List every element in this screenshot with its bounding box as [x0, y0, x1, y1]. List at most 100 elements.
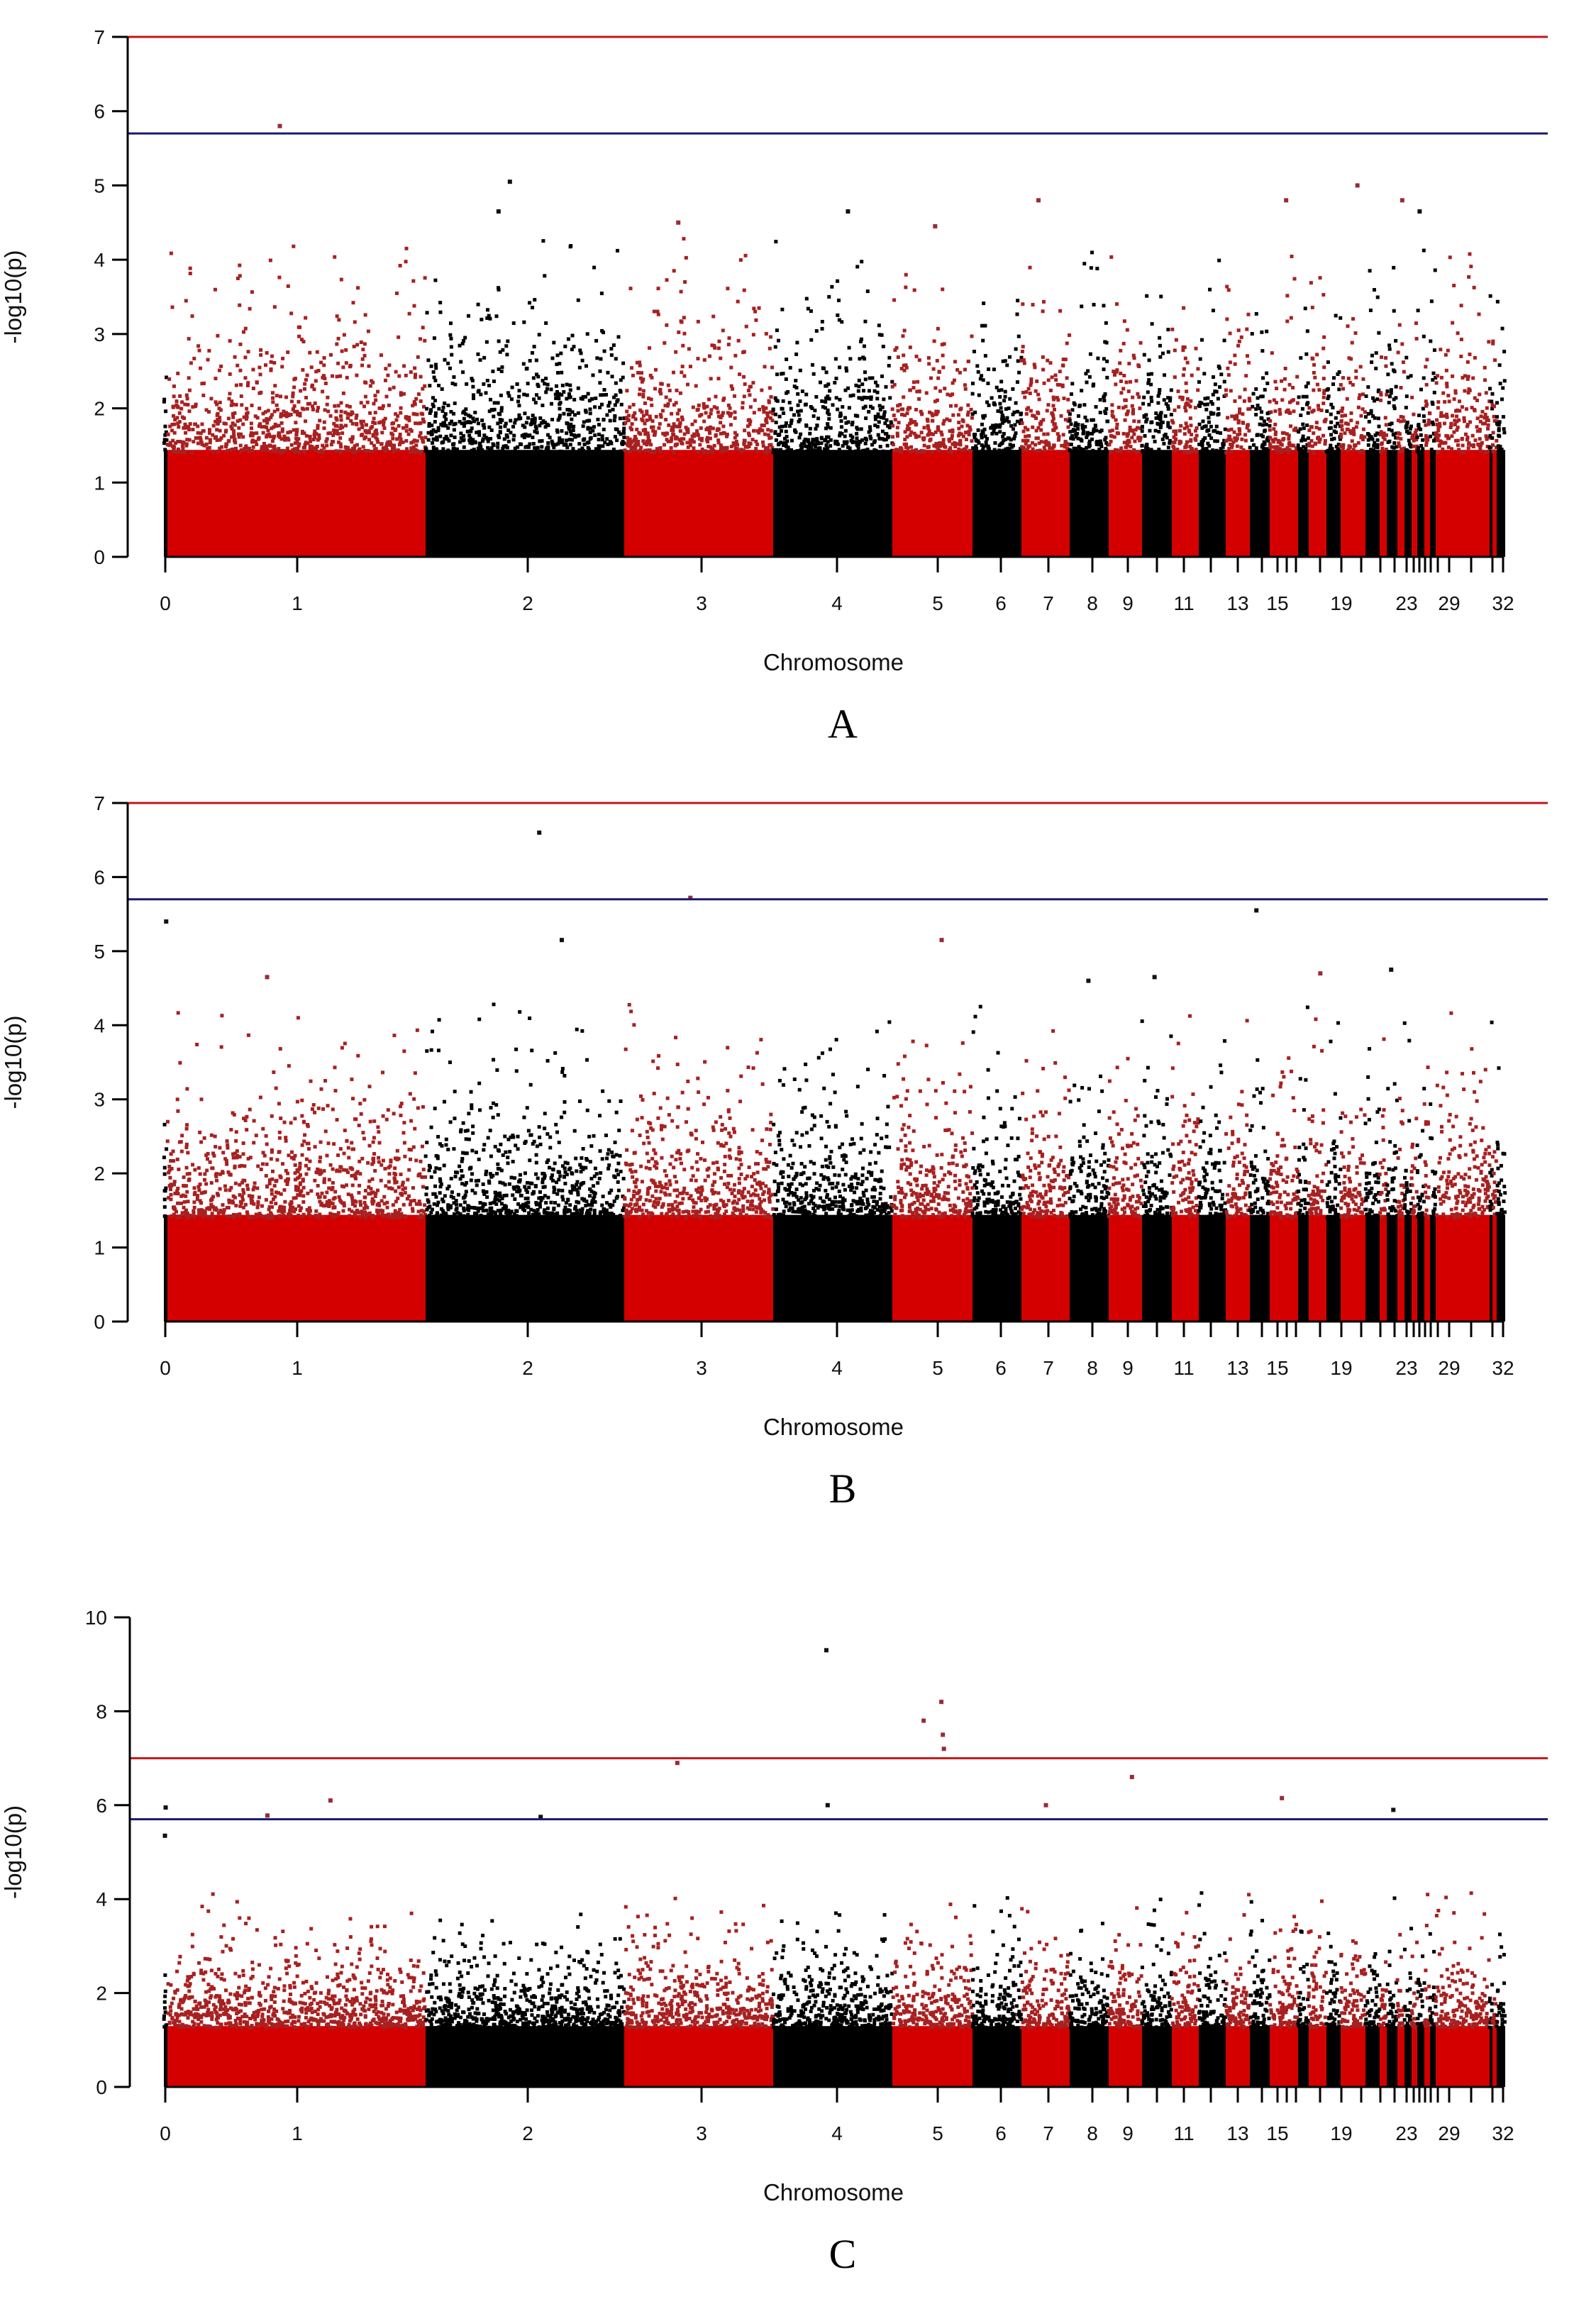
- snp-point: [1326, 394, 1331, 399]
- snp-point: [366, 449, 370, 453]
- snp-point: [491, 370, 495, 374]
- snp-point: [1431, 378, 1435, 382]
- snp-point: [263, 410, 267, 414]
- snp-point: [1070, 382, 1075, 386]
- snp-point: [511, 321, 516, 326]
- snp-point: [171, 404, 175, 409]
- snp-point: [967, 433, 971, 437]
- snp-point: [1159, 420, 1163, 424]
- snp-point: [1115, 431, 1119, 435]
- snp-point: [643, 432, 648, 436]
- snp-point: [963, 387, 968, 391]
- snp-point: [658, 422, 662, 426]
- snp-point: [1318, 276, 1322, 280]
- snp-point: [819, 436, 824, 440]
- snp-point: [471, 393, 475, 397]
- snp-point: [1422, 248, 1426, 253]
- snp-point: [1473, 409, 1477, 413]
- snp-point: [392, 1215, 397, 1219]
- snp-point: [531, 442, 536, 446]
- snp-point: [330, 374, 334, 378]
- snp-point: [186, 403, 190, 407]
- snp-point: [1141, 450, 1146, 454]
- snp-point: [1274, 430, 1278, 434]
- snp-point: [523, 425, 527, 429]
- snp-point: [1000, 441, 1004, 445]
- y-tick-label: 2: [94, 398, 105, 420]
- snp-point: [305, 1208, 309, 1212]
- snp-point: [162, 1156, 166, 1160]
- snp-point: [1263, 441, 1267, 445]
- snp-point: [613, 450, 617, 455]
- snp-point: [221, 1170, 225, 1174]
- snp-point: [222, 433, 226, 438]
- snp-point: [746, 418, 750, 422]
- snp-point: [1157, 448, 1161, 452]
- snp-point: [1082, 262, 1087, 266]
- snp-point: [270, 1177, 275, 1181]
- snp-point: [258, 1095, 262, 1100]
- snp-point: [1107, 443, 1112, 447]
- snp-point: [382, 1195, 387, 1199]
- snp-point: [265, 1184, 270, 1188]
- snp-point: [1085, 419, 1089, 423]
- snp-point: [761, 444, 765, 448]
- snp-point: [1412, 412, 1416, 416]
- snp-point: [1275, 387, 1279, 391]
- snp-point: [548, 436, 552, 440]
- snp-point: [1127, 362, 1131, 366]
- snp-point: [1237, 339, 1241, 343]
- snp-point: [1307, 441, 1312, 445]
- snp-point: [1009, 449, 1014, 453]
- snp-point: [431, 437, 436, 441]
- snp-point: [550, 441, 555, 445]
- snp-point: [350, 1078, 354, 1082]
- snp-point: [1268, 442, 1272, 446]
- snp-point: [1070, 429, 1075, 433]
- snp-point: [776, 443, 780, 447]
- snp-point: [173, 1191, 177, 1195]
- snp-point: [372, 1136, 376, 1140]
- snp-point: [738, 257, 743, 262]
- snp-point: [277, 1136, 282, 1140]
- snp-point: [163, 424, 167, 428]
- snp-point: [366, 1161, 370, 1165]
- snp-point: [203, 1209, 207, 1214]
- snp-point: [1166, 424, 1170, 428]
- snp-point: [573, 435, 577, 439]
- snp-point: [877, 323, 881, 328]
- snp-point: [373, 1169, 377, 1173]
- snp-point: [552, 340, 556, 345]
- snp-point: [902, 368, 907, 372]
- snp-point: [196, 431, 200, 435]
- snp-point: [304, 1172, 309, 1176]
- snp-point: [1080, 304, 1084, 309]
- snp-point: [170, 305, 174, 309]
- snp-point: [799, 448, 803, 452]
- snp-point: [342, 1151, 346, 1156]
- snp-point: [172, 1159, 176, 1163]
- snp-point: [176, 440, 180, 444]
- snp-point: [911, 449, 915, 453]
- snp-point: [558, 414, 562, 418]
- snp-point: [1473, 355, 1477, 360]
- snp-point: [1014, 347, 1018, 351]
- scatter-points: [162, 123, 1507, 557]
- snp-point: [1008, 443, 1012, 447]
- snp-point: [1222, 438, 1226, 443]
- snp-point: [296, 1185, 300, 1190]
- snp-point: [1144, 419, 1148, 423]
- snp-point: [233, 438, 237, 442]
- snp-point: [316, 368, 321, 372]
- snp-point: [1452, 397, 1456, 401]
- snp-point: [497, 367, 501, 372]
- snp-point: [292, 1196, 296, 1200]
- snp-point: [1410, 436, 1414, 441]
- snp-point: [462, 424, 466, 428]
- snp-point: [1129, 445, 1133, 449]
- snp-point: [199, 1201, 203, 1205]
- snp-point: [1239, 445, 1243, 450]
- snp-point: [1233, 353, 1237, 358]
- snp-point: [1339, 382, 1343, 387]
- snp-point: [1424, 423, 1428, 427]
